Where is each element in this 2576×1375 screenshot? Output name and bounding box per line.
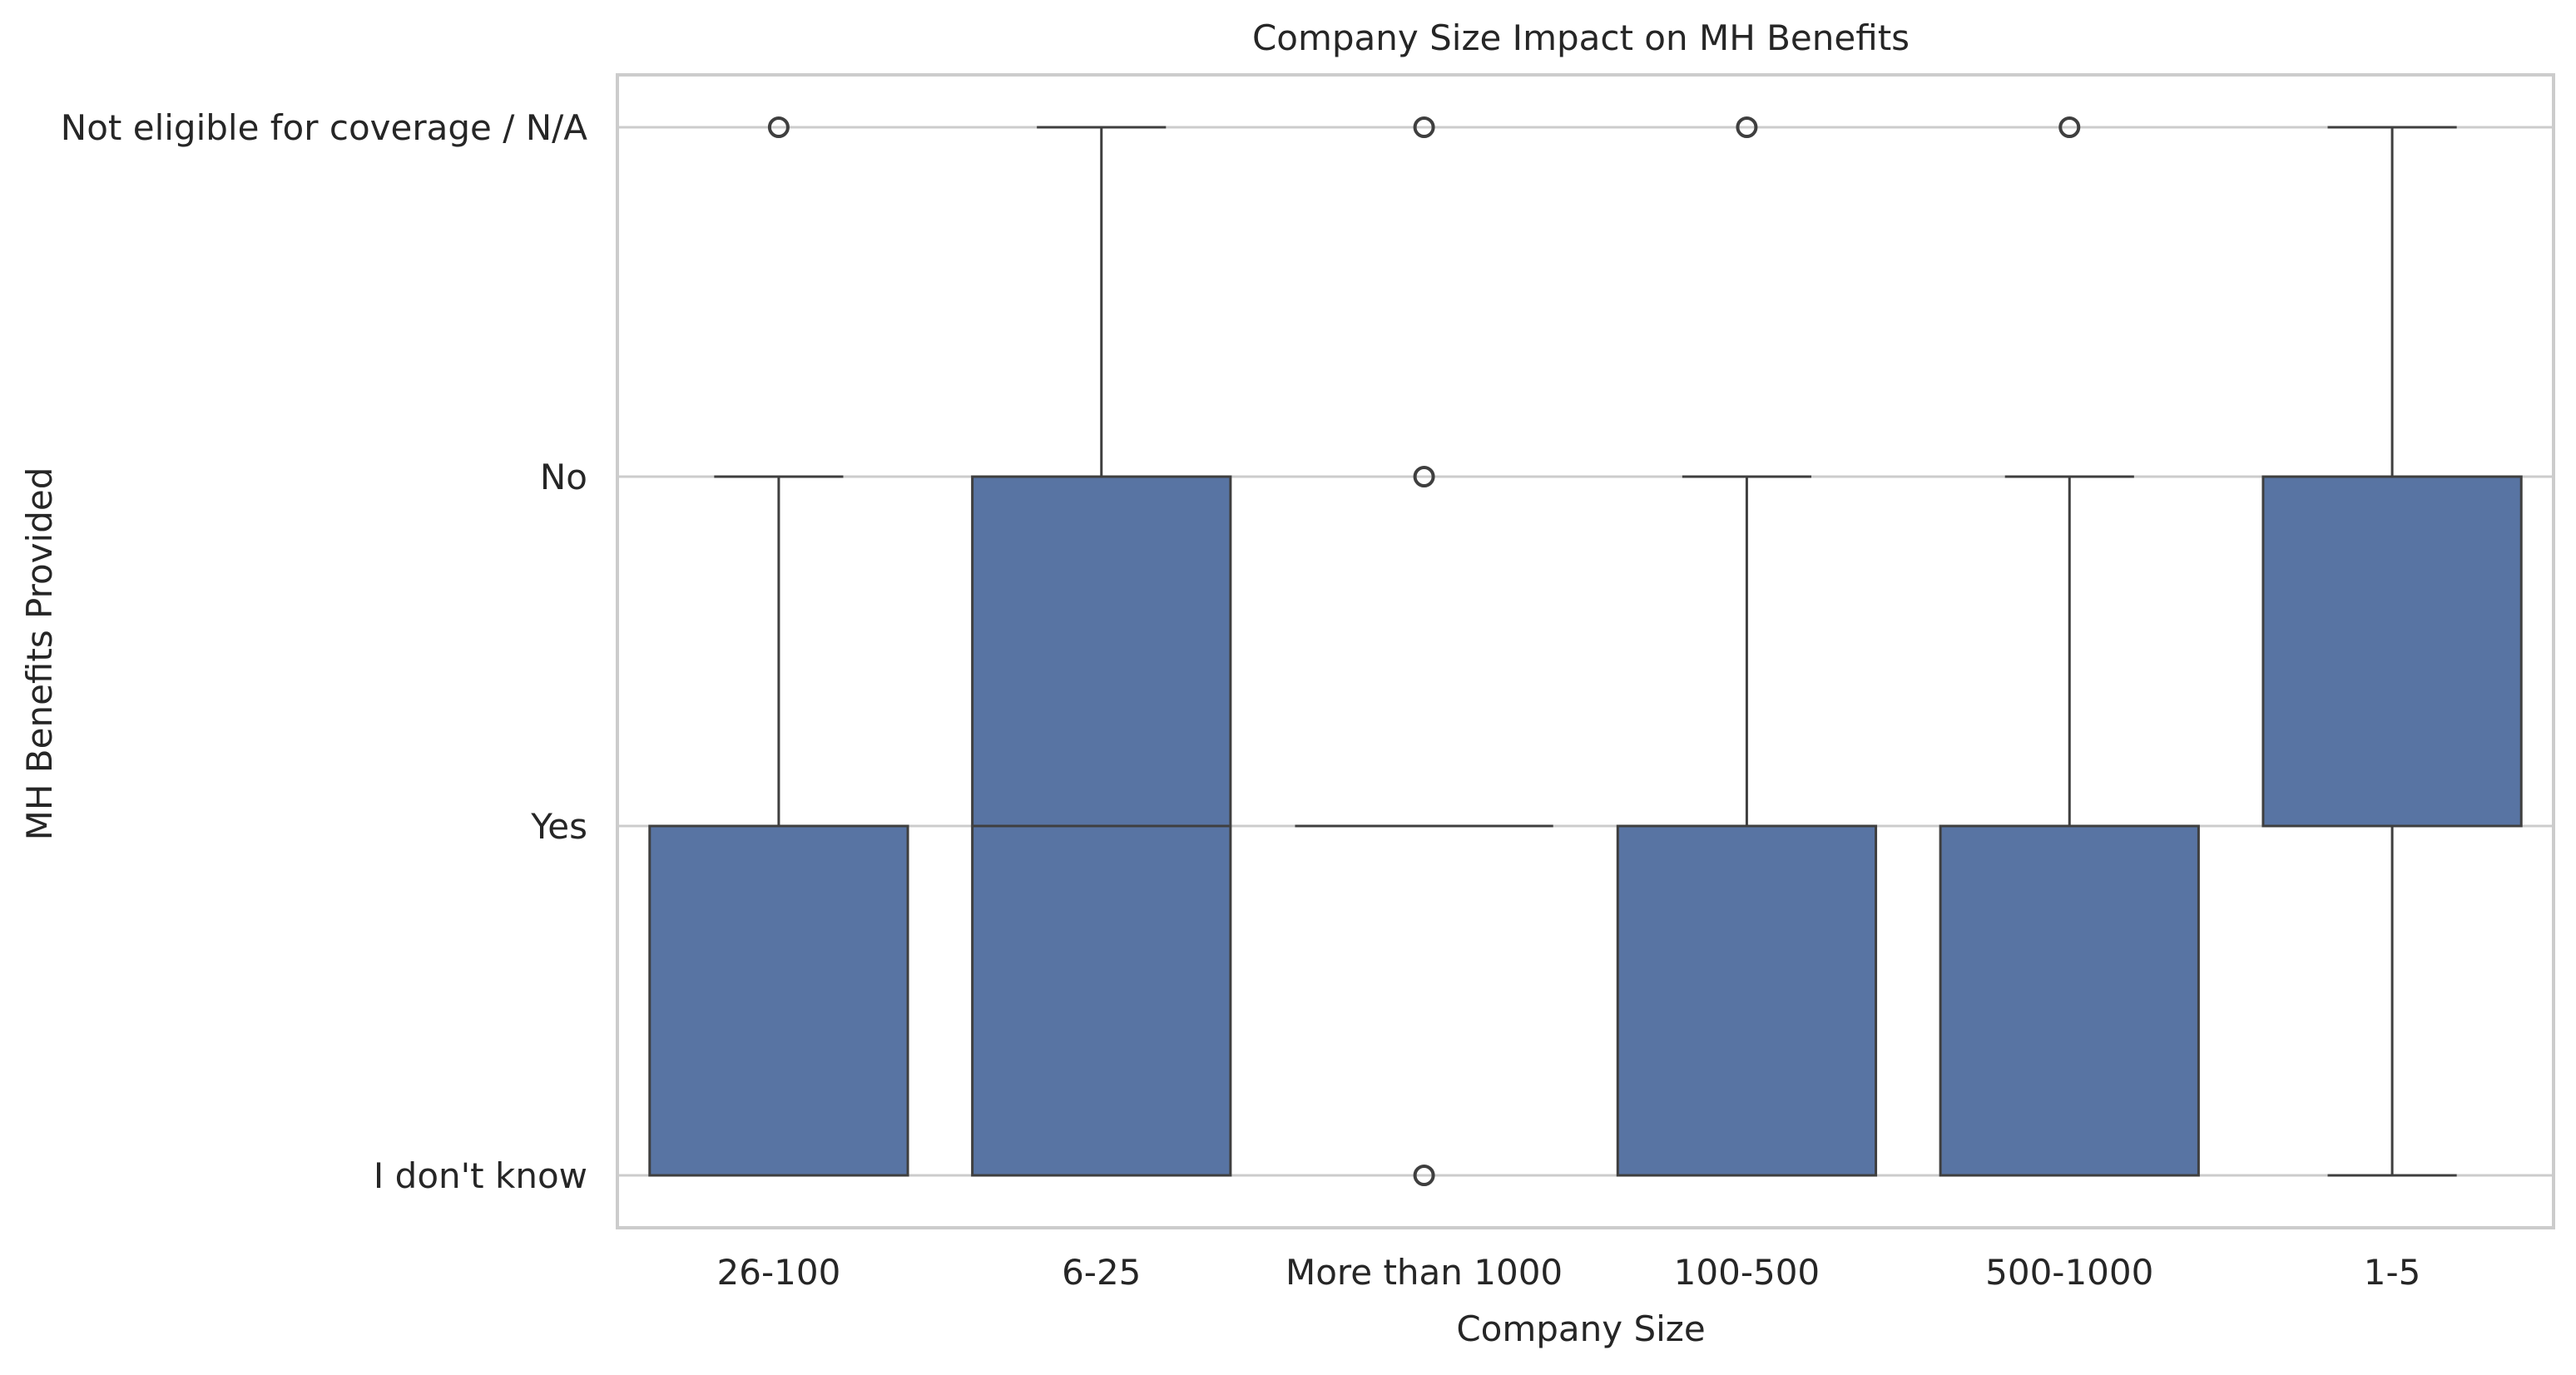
outlier-point (1413, 1165, 1435, 1186)
outlier-point (1413, 466, 1435, 487)
box-body (648, 824, 909, 1177)
x-tick-label: 6-25 (1062, 1252, 1141, 1293)
outlier-point (2058, 116, 2081, 138)
y-tick-label: I don't know (374, 1155, 587, 1196)
y-tick-label: No (540, 457, 587, 497)
box-group (1939, 116, 2200, 1177)
box-group (648, 116, 909, 1177)
box-body (1939, 824, 2200, 1177)
x-tick-label: 1-5 (2364, 1252, 2421, 1293)
y-tick-label: Not eligible for coverage / N/A (61, 107, 587, 148)
y-axis-label: MH Benefits Provided (19, 467, 60, 841)
x-axis-label: Company Size (1456, 1308, 1705, 1349)
x-tick-label: More than 1000 (1286, 1252, 1563, 1293)
chart-title: Company Size Impact on MH Benefits (1252, 17, 1910, 58)
box-group (1295, 116, 1553, 1186)
box-body (2261, 475, 2523, 828)
box-body (1616, 824, 1878, 1177)
y-tick-label: Yes (530, 806, 587, 847)
x-tick-label: 500-1000 (1985, 1252, 2153, 1293)
x-tick-label: 100-500 (1674, 1252, 1821, 1293)
marks-layer (648, 116, 2523, 1186)
outlier-point (1413, 116, 1435, 138)
box-group (1616, 116, 1878, 1177)
box-group (971, 126, 1232, 1177)
outlier-point (767, 116, 790, 138)
x-tick-label: 26-100 (717, 1252, 841, 1293)
plot-frame (616, 73, 2555, 1229)
outlier-point (1736, 116, 1758, 138)
box-group (2261, 126, 2523, 1177)
ticks-layer: I don't know Yes No Not eligible for covera… (61, 107, 2421, 1293)
grid-layer (617, 126, 2554, 1177)
